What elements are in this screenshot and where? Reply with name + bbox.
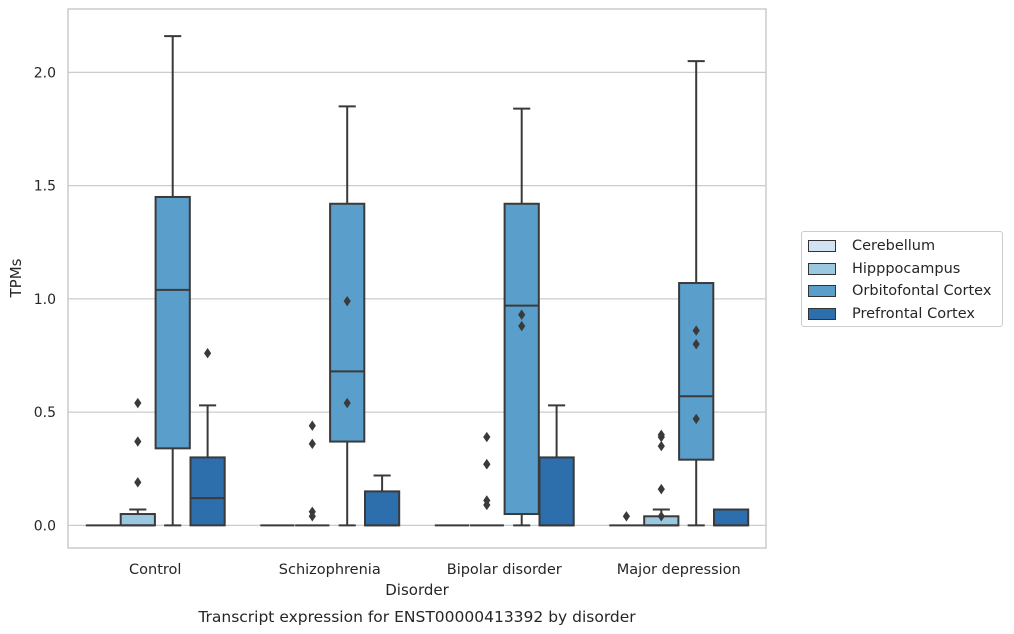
iqr-box <box>119 513 156 527</box>
outlier-point <box>692 413 700 425</box>
iqr-box <box>189 456 226 527</box>
legend-item-prefrontal-cortex: Prefrontal Cortex <box>808 303 1002 326</box>
outlier-point <box>622 511 630 522</box>
box-hipppocampus <box>643 429 680 527</box>
legend-label: Hipppocampus <box>852 260 961 277</box>
outlier-point <box>657 440 665 452</box>
legend-label: Cerebellum <box>852 238 936 255</box>
y-tick-label: 2.0 <box>34 65 56 81</box>
box-hipppocampus <box>295 420 330 527</box>
legend-item-orbitofrontal-cortex: Orbitofontal Cortex <box>808 280 1002 303</box>
legend-swatch <box>808 240 836 253</box>
x-tick-label: Schizophrenia <box>279 562 381 578</box>
y-axis-label: TPMs <box>7 258 25 298</box>
outlier-point <box>343 295 351 307</box>
outlier-point <box>308 506 316 517</box>
y-tick-label: 0.5 <box>34 405 56 421</box>
legend-label: Orbitofontal Cortex <box>852 283 992 300</box>
box-prefrontal-cortex <box>189 348 226 527</box>
y-tick-label: 0.0 <box>34 518 56 534</box>
outlier-point <box>134 436 142 447</box>
outlier-point <box>343 397 351 409</box>
outlier-point <box>483 459 491 470</box>
legend-swatch <box>808 262 836 275</box>
iqr-box <box>712 508 750 527</box>
iqr-box <box>538 456 575 527</box>
chart-title: Transcript expression for ENST0000041339… <box>197 608 636 626</box>
outlier-point <box>308 438 316 450</box>
outlier-point <box>134 397 142 409</box>
plot-frame <box>67 8 767 549</box>
chart-legend: Cerebellum Hipppocampus Orbitofontal Cor… <box>801 231 1003 327</box>
iqr-box <box>678 282 715 461</box>
x-tick-labels: Control Schizophrenia Bipolar disorder Majo… <box>129 562 741 578</box>
outlier-point <box>308 420 316 431</box>
x-tick-label: Bipolar disorder <box>447 562 562 578</box>
box-cerebellum <box>609 511 644 527</box>
box-orbitofontal-cortex <box>503 107 540 527</box>
box-prefrontal-cortex <box>538 404 575 527</box>
box-prefrontal-cortex <box>712 508 750 527</box>
iqr-box <box>154 195 191 450</box>
box-prefrontal-cortex <box>363 474 401 527</box>
box-orbitofontal-cortex <box>329 105 366 527</box>
outlier-point <box>483 495 491 506</box>
legend-swatch <box>808 285 836 298</box>
outlier-point <box>204 348 212 359</box>
y-tick-labels: 0.0 0.5 1.0 1.5 2.0 <box>34 65 56 534</box>
outlier-point <box>657 431 665 443</box>
outlier-point <box>134 477 142 488</box>
outlier-point <box>692 338 700 350</box>
legend-item-hippocampus: Hipppocampus <box>808 258 1002 281</box>
legend-swatch <box>808 307 836 320</box>
x-tick-label: Control <box>129 562 181 578</box>
box-orbitofontal-cortex <box>154 35 191 527</box>
legend-label: Prefrontal Cortex <box>852 305 975 322</box>
x-tick-label: Major depression <box>617 562 741 578</box>
box-hipppocampus <box>469 431 504 527</box>
box-hipppocampus <box>119 397 156 527</box>
outlier-point <box>692 325 700 336</box>
x-axis-label: Disorder <box>385 581 449 599</box>
box-orbitofontal-cortex <box>678 60 715 527</box>
outlier-point <box>657 511 665 522</box>
outlier-point <box>483 431 491 443</box>
y-tick-label: 1.5 <box>34 179 56 195</box>
y-tick-label: 1.0 <box>34 292 56 308</box>
iqr-box <box>363 490 401 527</box>
legend-item-cerebellum: Cerebellum <box>808 235 1002 258</box>
outlier-point <box>518 309 526 320</box>
outlier-point <box>518 320 526 332</box>
iqr-box <box>503 202 540 516</box>
outlier-point <box>657 483 665 495</box>
box-plot-area <box>85 35 750 527</box>
